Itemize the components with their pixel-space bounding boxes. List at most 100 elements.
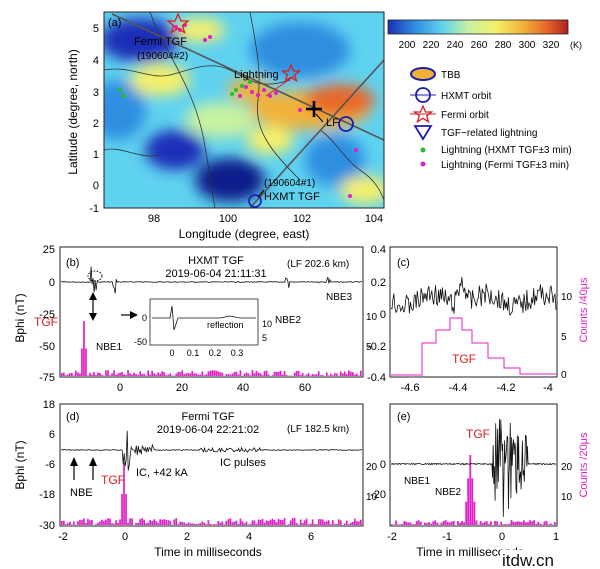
count-bar	[161, 371, 163, 376]
count-bar	[243, 373, 246, 376]
count-bar	[307, 373, 310, 376]
count-bar	[508, 523, 511, 525]
panel-b-x-ticks: 0 20 40 60	[117, 382, 311, 394]
count-bar	[500, 521, 503, 525]
panel-d: (d) Fermi TGF 2019-06-04 22:21:02 (LF 18…	[13, 399, 378, 559]
count-bar	[253, 373, 256, 376]
count-bar	[83, 321, 85, 376]
count-bar	[73, 375, 75, 376]
count-bar	[481, 523, 484, 525]
count-bar	[221, 521, 224, 525]
svg-text:Lightning (HXMT TGF±3 min): Lightning (HXMT TGF±3 min)	[441, 145, 572, 156]
count-bar	[360, 519, 362, 525]
count-bar	[333, 373, 336, 376]
svg-text:0: 0	[561, 370, 567, 381]
count-bar	[415, 521, 418, 525]
count-bar	[549, 523, 552, 525]
count-bar	[249, 375, 252, 376]
count-bar	[151, 370, 153, 376]
count-bar	[265, 520, 268, 525]
svg-text:TBB: TBB	[441, 70, 461, 81]
count-bar	[159, 519, 161, 525]
count-bar	[471, 478, 474, 525]
count-bar	[319, 375, 322, 376]
count-bar	[301, 523, 304, 525]
svg-text:Time in milliseconds: Time in milliseconds	[416, 545, 524, 559]
count-bar	[321, 375, 324, 376]
count-bar	[535, 524, 538, 525]
count-bar	[195, 524, 198, 525]
svg-text:(d): (d)	[66, 411, 79, 423]
panel-b: 0 0.1 0.2 0.3 0 -50 10 5 reflection (b) …	[13, 244, 378, 394]
count-bar	[275, 522, 278, 525]
svg-text:10: 10	[366, 312, 378, 323]
count-bar	[231, 522, 234, 525]
count-bar	[149, 374, 151, 376]
svg-text:(K): (K)	[570, 40, 582, 50]
count-bar	[273, 520, 276, 525]
count-bar	[287, 524, 290, 525]
svg-text:10: 10	[366, 492, 378, 503]
count-bar	[352, 372, 354, 376]
count-bar	[299, 375, 302, 376]
svg-text:0: 0	[169, 348, 174, 358]
count-bar	[209, 370, 212, 376]
count-bar	[107, 370, 109, 376]
svg-text:2019-06-04 22:21:02: 2019-06-04 22:21:02	[157, 424, 259, 436]
svg-text:-25: -25	[39, 309, 55, 321]
count-bar	[319, 519, 322, 525]
count-bar	[247, 373, 250, 376]
svg-text:NBE1: NBE1	[96, 342, 123, 353]
svg-text:20: 20	[366, 462, 378, 473]
count-bar	[309, 523, 312, 525]
count-bar	[352, 522, 354, 525]
count-bar	[85, 522, 87, 525]
count-bar	[529, 520, 531, 525]
lightning-hxmt-dots	[118, 80, 252, 98]
tbb-heatmap	[104, 12, 384, 208]
count-bar	[77, 372, 79, 376]
svg-text:100: 100	[219, 213, 237, 225]
map-xlabel: Longitude (degree, east)	[179, 227, 310, 241]
svg-text:2: 2	[184, 531, 190, 543]
count-bar	[79, 520, 81, 525]
count-bar	[510, 520, 513, 525]
count-bar	[105, 519, 107, 525]
svg-text:0: 0	[117, 382, 123, 394]
count-bar	[61, 373, 63, 376]
count-bar	[358, 375, 360, 376]
count-bar	[243, 523, 246, 525]
panel-d-bphi-trace	[60, 430, 362, 471]
svg-text:5: 5	[366, 342, 372, 353]
count-bar	[225, 520, 228, 525]
count-bar	[119, 519, 121, 525]
panel-e: (e) TGF NBE1 NBE2 0 -20 -2 -1 0 1 20 10 …	[370, 403, 590, 559]
count-bar	[139, 371, 141, 376]
count-bar	[265, 370, 268, 376]
svg-text:TGF−related lightning: TGF−related lightning	[441, 128, 537, 139]
svg-text:Counts /20μs: Counts /20μs	[578, 432, 590, 498]
svg-text:-20: -20	[370, 489, 386, 501]
count-bar	[179, 521, 182, 525]
count-bar	[291, 518, 294, 525]
count-bar	[219, 522, 222, 525]
svg-text:60: 60	[299, 382, 311, 394]
star-icon	[412, 104, 434, 124]
count-bar	[289, 375, 292, 376]
count-bar	[424, 522, 426, 525]
count-bar	[547, 524, 550, 525]
count-bar	[201, 521, 204, 525]
count-bar	[151, 521, 153, 525]
svg-text:10: 10	[561, 292, 573, 303]
count-bar	[405, 521, 408, 525]
count-bar	[81, 348, 83, 376]
count-bar	[331, 519, 334, 525]
count-bar	[293, 518, 296, 525]
lf-cross-icon	[306, 101, 322, 117]
count-bar	[533, 520, 536, 525]
count-bar	[358, 521, 360, 525]
svg-text:3: 3	[93, 87, 99, 99]
count-bar	[448, 522, 451, 525]
count-bar	[155, 521, 157, 525]
hxmt-tgf-label: HXMT TGF	[264, 191, 320, 203]
